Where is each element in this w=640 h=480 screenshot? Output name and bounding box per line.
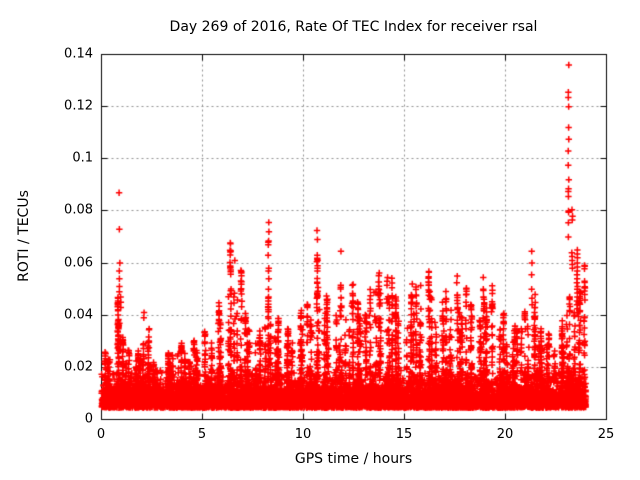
x-tick-label: 20	[496, 427, 514, 442]
x-tick-label: 25	[597, 427, 615, 442]
x-tick-label: 10	[294, 427, 312, 442]
x-tick-label: 5	[197, 427, 207, 442]
x-tick-label: 15	[395, 427, 413, 442]
y-tick-label: 0	[84, 411, 93, 427]
y-tick-label: 0.14	[64, 46, 93, 62]
y-tick-label: 0.06	[64, 255, 93, 271]
y-axis-label: ROTI / TECUs	[16, 190, 32, 282]
y-tick-label: 0.1	[72, 150, 93, 166]
y-tick-label: 0.12	[64, 98, 93, 114]
x-axis-label: GPS time / hours	[294, 451, 413, 467]
x-tick-label: 0	[96, 427, 106, 442]
chart-title: Day 269 of 2016, Rate Of TEC Index for r…	[169, 19, 538, 35]
y-tick-label: 0.04	[64, 307, 93, 323]
y-tick-label: 0.08	[64, 202, 93, 218]
y-tick-label: 0.02	[64, 359, 93, 375]
